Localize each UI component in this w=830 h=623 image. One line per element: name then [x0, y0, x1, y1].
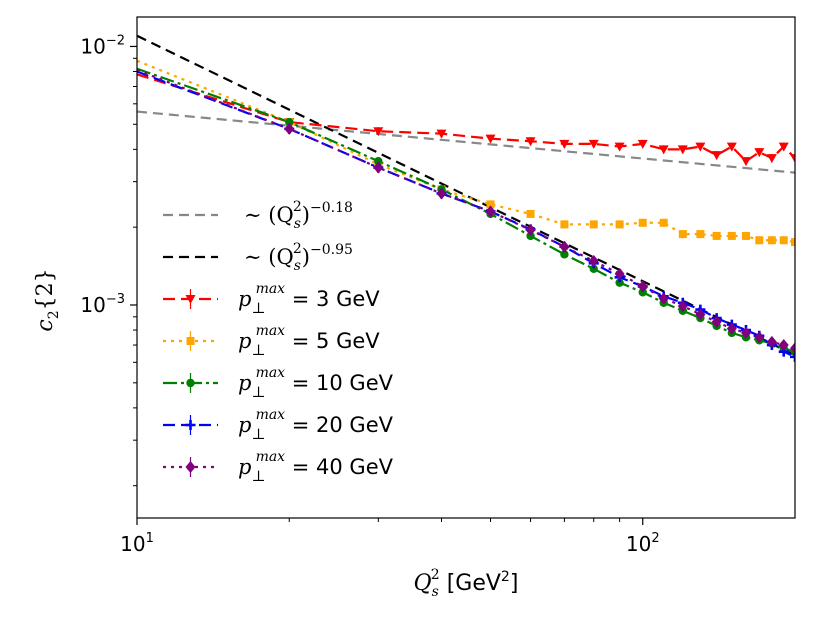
- p40-point: [485, 205, 496, 218]
- p3-point: [754, 148, 765, 158]
- p5-point: [678, 230, 687, 239]
- p5-point: [791, 238, 795, 247]
- p3-point: [436, 129, 447, 139]
- p5-point: [779, 236, 788, 245]
- legend-fit-095-label: ∼ (Qs2)−0.95: [244, 241, 353, 274]
- x-tick-label: 101: [120, 531, 154, 556]
- plot-area: [137, 17, 795, 518]
- legend: ∼ (Qs2)−0.18 ∼ (Qs2)−0.95 p⊥max = 3 GeV p⊥m…: [163, 199, 394, 485]
- p40-point: [711, 315, 722, 328]
- p3-point: [614, 142, 625, 152]
- p40-point: [588, 254, 599, 267]
- p20-point: [790, 351, 795, 362]
- p5-point: [712, 231, 721, 240]
- p5-point: [696, 230, 705, 239]
- y-tick-label: 10−3: [80, 292, 125, 317]
- minor-ticks: [133, 57, 621, 522]
- p10-point: [285, 117, 294, 127]
- x-axis-label: Qs2 [GeV2]: [414, 567, 519, 600]
- p40-point: [754, 331, 765, 344]
- fit-018-line: [137, 110, 795, 174]
- p3-point: [778, 142, 789, 152]
- legend-p40-marker: [185, 461, 196, 473]
- p10-point: [589, 264, 598, 274]
- legend-p40-label: p⊥max = 40 GeV: [238, 449, 394, 485]
- p5-point: [589, 220, 598, 229]
- p40-point: [525, 224, 536, 237]
- p5-point: [638, 218, 647, 227]
- p5-point: [727, 231, 736, 240]
- p40-point: [559, 240, 570, 253]
- p3-point: [740, 157, 751, 167]
- p10-point: [374, 156, 383, 166]
- p5-point: [615, 220, 624, 229]
- p40-point: [658, 292, 669, 305]
- p40-point: [790, 342, 795, 355]
- p10-point: [615, 278, 624, 287]
- p40-point: [778, 339, 789, 352]
- p5-point: [755, 236, 764, 245]
- p5-point: [659, 218, 668, 227]
- p3-point: [588, 139, 599, 149]
- p3-point: [766, 154, 777, 164]
- p40-point: [284, 122, 295, 135]
- p5-point: [526, 209, 535, 218]
- p3-point: [677, 145, 688, 155]
- p3-line: [137, 73, 795, 163]
- p5-point: [486, 200, 495, 209]
- p40-point: [637, 280, 648, 293]
- legend-p3-label: p⊥max = 3 GeV: [238, 281, 380, 317]
- p3-point: [559, 139, 570, 149]
- p40-point: [614, 267, 625, 280]
- p40-point: [436, 187, 447, 200]
- legend-p5-marker: [186, 337, 195, 345]
- p5-point: [741, 231, 750, 240]
- p3-point: [790, 154, 795, 164]
- p40-point: [726, 322, 737, 335]
- p5-point: [767, 236, 776, 245]
- p3-point: [658, 145, 669, 155]
- legend-p10-label: p⊥max = 10 GeV: [238, 365, 394, 401]
- p40-point: [766, 335, 777, 348]
- p40-point: [695, 308, 706, 321]
- legend-p3-marker: [185, 295, 196, 304]
- data-markers: [284, 117, 795, 362]
- p3-point: [726, 142, 737, 152]
- p40-line: [137, 69, 795, 350]
- legend-p20-marker: [185, 420, 196, 430]
- p3-point: [485, 134, 496, 144]
- p3-point: [637, 139, 648, 149]
- y-axis-label: c2{2}: [33, 268, 62, 331]
- p40-point: [677, 300, 688, 313]
- p40-point: [373, 161, 384, 174]
- x-tick-label: 102: [626, 531, 660, 556]
- p10-point: [560, 250, 569, 259]
- p3-point: [373, 127, 384, 137]
- p5-point: [560, 220, 569, 229]
- major-ticks: [130, 45, 644, 525]
- p3-point: [695, 142, 706, 152]
- p40-point: [740, 326, 751, 339]
- legend-p10-marker: [186, 378, 195, 388]
- p3-point: [711, 151, 722, 161]
- y-tick-label: 10−2: [80, 33, 125, 58]
- legend-p20-label: p⊥max = 20 GeV: [238, 407, 394, 443]
- p3-point: [525, 137, 536, 147]
- legend-fit-018-label: ∼ (Qs2)−0.18: [244, 199, 353, 232]
- tick-labels: 101 102 10−2 10−3: [80, 33, 659, 556]
- plot-frame: [136, 16, 796, 519]
- legend-p5-label: p⊥max = 5 GeV: [238, 323, 380, 359]
